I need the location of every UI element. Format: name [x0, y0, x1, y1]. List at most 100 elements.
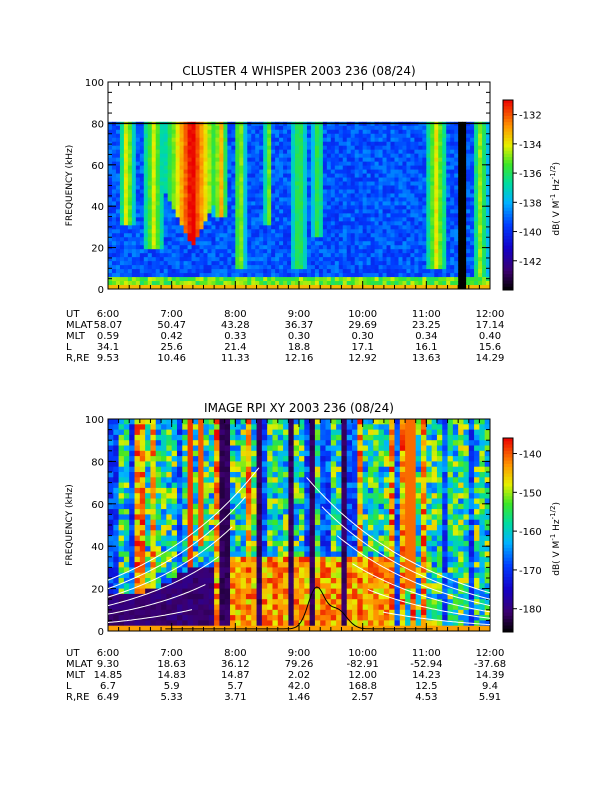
heatmap-cell: [203, 197, 208, 202]
heatmap-cell: [279, 145, 284, 151]
heatmap-cell: [322, 181, 328, 186]
heatmap-cell: [486, 281, 491, 286]
heatmap-cell: [135, 205, 141, 210]
heatmap-cell: [390, 193, 395, 198]
heatmap-cell: [390, 137, 395, 143]
heatmap-cell: [446, 257, 451, 262]
heatmap-cell: [350, 157, 356, 163]
heatmap-cell: [161, 530, 167, 536]
heatmap-cell: [267, 273, 272, 278]
colorbar-segment: [503, 204, 513, 209]
heatmap-cell: [374, 169, 379, 174]
heatmap-cell: [374, 253, 379, 258]
colorbar-segment: [503, 214, 513, 218]
heatmap-cell: [482, 149, 487, 155]
heatmap-cell: [434, 253, 439, 258]
heatmap-cell: [127, 277, 133, 282]
heatmap-cell: [151, 213, 157, 218]
heatmap-cell: [370, 225, 376, 230]
heatmap-cell: [446, 265, 451, 270]
heatmap-cell: [482, 209, 487, 214]
ephemeris-value: 36.37: [285, 320, 314, 331]
heatmap-cell: [470, 221, 475, 226]
heatmap-cell: [283, 245, 288, 250]
heatmap-cell: [155, 137, 161, 143]
heatmap-cell: [150, 572, 157, 579]
heatmap-cell: [418, 153, 423, 159]
heatmap-cell: [243, 265, 248, 270]
heatmap-cell: [478, 201, 483, 206]
heatmap-cell: [263, 165, 268, 170]
heatmap-cell: [192, 493, 199, 499]
heatmap-cell: [159, 157, 165, 163]
heatmap-cell: [108, 456, 114, 462]
heatmap-cell: [259, 129, 264, 135]
heatmap-cell: [386, 277, 391, 282]
heatmap-cell: [175, 249, 181, 254]
heatmap-cell: [283, 185, 288, 190]
heatmap-cell: [211, 201, 216, 206]
heatmap-cell: [243, 185, 248, 190]
heatmap-cell: [474, 217, 479, 222]
heatmap-cell: [374, 237, 379, 242]
heatmap-cell: [150, 445, 157, 452]
heatmap-cell: [354, 177, 360, 182]
heatmap-cell: [243, 269, 248, 274]
heatmap-cell: [176, 466, 183, 473]
heatmap-cell: [267, 181, 272, 186]
heatmap-cell: [235, 281, 240, 286]
heatmap-cell: [129, 477, 135, 483]
heatmap-cell: [366, 245, 372, 250]
heatmap-cell: [406, 161, 411, 166]
heatmap-cell: [235, 253, 240, 258]
heatmap-cell: [338, 217, 344, 222]
heatmap-cell: [129, 540, 135, 547]
heatmap-cell: [118, 424, 125, 430]
heatmap-cell: [191, 161, 196, 166]
heatmap-cell: [235, 205, 240, 210]
heatmap-cell: [406, 149, 411, 155]
heatmap-cell: [350, 213, 356, 218]
heatmap-cell: [418, 253, 423, 258]
heatmap-cell: [175, 205, 181, 210]
heatmap-cell: [179, 129, 185, 135]
heatmap-cell: [207, 205, 212, 210]
heatmap-cell: [119, 217, 125, 222]
heatmap-cell: [127, 201, 133, 206]
heatmap-cell: [171, 229, 177, 234]
heatmap-cell: [123, 165, 129, 170]
heatmap-cell: [195, 229, 200, 234]
heatmap-cell: [330, 185, 336, 190]
heatmap-cell: [215, 205, 220, 210]
heatmap-cell: [470, 233, 475, 238]
heatmap-cell: [179, 249, 185, 254]
heatmap-cell: [167, 173, 173, 178]
heatmap-cell: [127, 265, 133, 270]
heatmap-cell: [318, 185, 324, 190]
heatmap-cell: [243, 213, 248, 218]
heatmap-cell: [123, 257, 129, 262]
heatmap-cell: [306, 157, 312, 163]
heatmap-cell: [129, 546, 135, 552]
heatmap-cell: [271, 181, 276, 186]
heatmap-cell: [163, 217, 169, 222]
heatmap-cell: [366, 285, 372, 290]
heatmap-cell: [231, 273, 236, 278]
heatmap-cell: [370, 193, 376, 198]
heatmap-cell: [434, 153, 439, 159]
heatmap-cell: [422, 261, 427, 266]
heatmap-cell: [113, 546, 120, 552]
heatmap-cell: [183, 249, 188, 254]
heatmap-cell: [259, 221, 264, 226]
heatmap-cell: [275, 125, 280, 131]
heatmap-cell: [198, 466, 204, 473]
heatmap-cell: [139, 281, 145, 286]
heatmap-cell: [113, 450, 120, 457]
heatmap-cell: [239, 133, 244, 139]
heatmap-cell: [390, 185, 395, 190]
heatmap-cell: [482, 241, 487, 246]
heatmap-cell: [155, 593, 162, 600]
heatmap-cell: [418, 265, 423, 270]
heatmap-cell: [350, 197, 356, 202]
heatmap-cell: [135, 261, 141, 266]
